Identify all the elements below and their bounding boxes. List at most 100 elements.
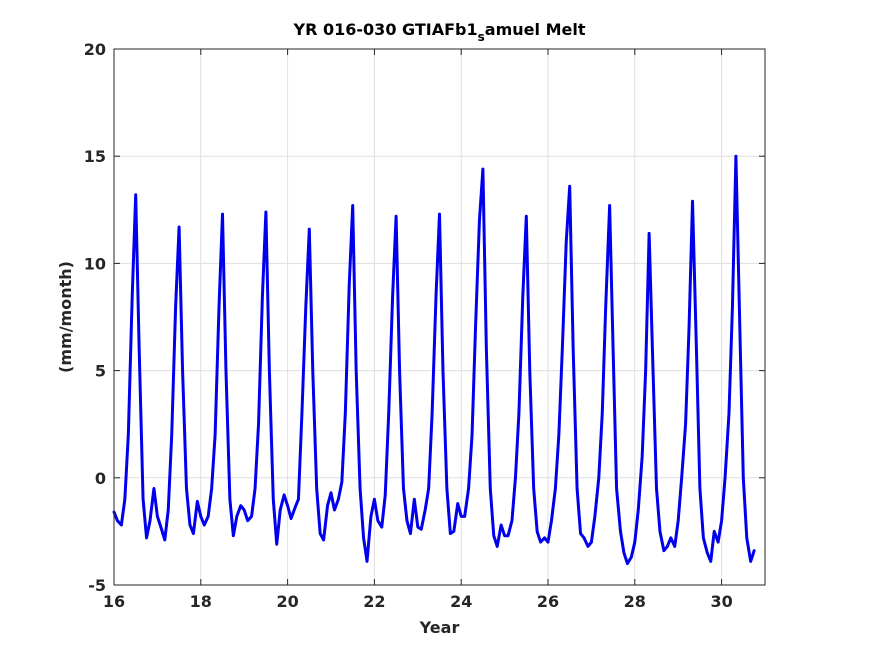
data-point <box>598 477 600 479</box>
data-point <box>630 556 632 558</box>
data-point <box>569 185 571 187</box>
data-point <box>457 503 459 505</box>
data-point <box>153 488 155 490</box>
data-point <box>561 348 563 350</box>
data-point <box>601 412 603 414</box>
data-point <box>540 541 542 543</box>
data-point <box>576 488 578 490</box>
data-point <box>533 488 535 490</box>
data-point <box>518 412 520 414</box>
data-point <box>192 533 194 535</box>
data-point <box>482 168 484 170</box>
data-point <box>323 539 325 541</box>
x-axis-label: Year <box>419 618 460 637</box>
data-point <box>196 500 198 502</box>
data-point <box>468 488 470 490</box>
data-point <box>572 348 574 350</box>
data-point <box>619 530 621 532</box>
data-point <box>258 423 260 425</box>
data-point <box>254 488 256 490</box>
data-point <box>522 295 524 297</box>
data-point <box>446 488 448 490</box>
data-point <box>612 348 614 350</box>
data-point <box>402 488 404 490</box>
data-point <box>167 509 169 511</box>
data-point <box>290 518 292 520</box>
data-point <box>721 520 723 522</box>
data-point <box>507 535 509 537</box>
data-point <box>373 498 375 500</box>
data-point <box>236 515 238 517</box>
series-points <box>113 155 755 565</box>
data-point <box>164 539 166 541</box>
data-point <box>308 228 310 230</box>
data-point <box>659 530 661 532</box>
data-point <box>706 552 708 554</box>
data-point <box>182 370 184 372</box>
x-tick-label: 30 <box>710 592 732 611</box>
data-point <box>116 520 118 522</box>
data-point <box>656 488 657 490</box>
x-tick-label: 26 <box>537 592 559 611</box>
data-point <box>337 498 339 500</box>
data-point <box>135 194 137 196</box>
data-point <box>247 520 249 522</box>
data-point <box>341 481 343 483</box>
data-point <box>554 488 556 490</box>
data-point <box>695 348 697 350</box>
axes-frame <box>113 48 766 586</box>
data-point <box>381 526 383 528</box>
data-point <box>225 370 227 372</box>
data-layer <box>112 154 756 566</box>
data-point <box>587 545 589 547</box>
y-axis-label: (mm/month) <box>56 261 75 373</box>
data-point <box>131 295 133 297</box>
data-point <box>713 530 715 532</box>
data-point <box>717 541 719 543</box>
x-tick-label: 28 <box>624 592 646 611</box>
data-point <box>674 545 676 547</box>
data-point <box>424 509 426 511</box>
data-point <box>504 535 506 537</box>
data-point <box>207 515 209 517</box>
data-point <box>471 434 473 436</box>
data-point <box>240 505 242 507</box>
data-point <box>731 305 733 307</box>
plot-area <box>114 49 765 585</box>
data-point <box>529 370 531 372</box>
data-point <box>485 348 487 350</box>
data-point <box>590 541 592 543</box>
data-point <box>475 327 477 329</box>
data-point <box>746 537 748 539</box>
data-point <box>735 155 737 157</box>
y-tick-label: 10 <box>84 254 106 273</box>
data-point <box>558 434 560 436</box>
data-point <box>583 537 585 539</box>
chart-title-subscript: s <box>478 30 485 44</box>
data-point <box>623 552 625 554</box>
data-point <box>268 370 270 372</box>
data-point <box>406 520 408 522</box>
data-point <box>496 545 498 547</box>
data-point <box>547 541 549 543</box>
data-point <box>626 563 628 565</box>
data-point <box>428 488 430 490</box>
data-point <box>605 305 607 307</box>
data-point <box>464 515 466 517</box>
axis-ticks: 16 18 20 22 24 26 28 30 -5 0 5 10 15 20 <box>84 40 765 611</box>
x-tick-label: 16 <box>103 592 125 611</box>
y-tick-label: -5 <box>88 576 106 595</box>
data-point <box>388 412 390 414</box>
data-point <box>301 412 303 414</box>
data-point <box>702 537 704 539</box>
data-point <box>616 488 618 490</box>
data-point <box>203 524 205 526</box>
chart-title-main: YR 016-030 GTIAFb1 <box>293 20 478 39</box>
data-point <box>287 505 289 507</box>
data-point <box>648 232 650 234</box>
data-point <box>449 533 451 535</box>
data-point <box>565 241 567 243</box>
data-point <box>392 295 394 297</box>
data-point <box>409 533 411 535</box>
